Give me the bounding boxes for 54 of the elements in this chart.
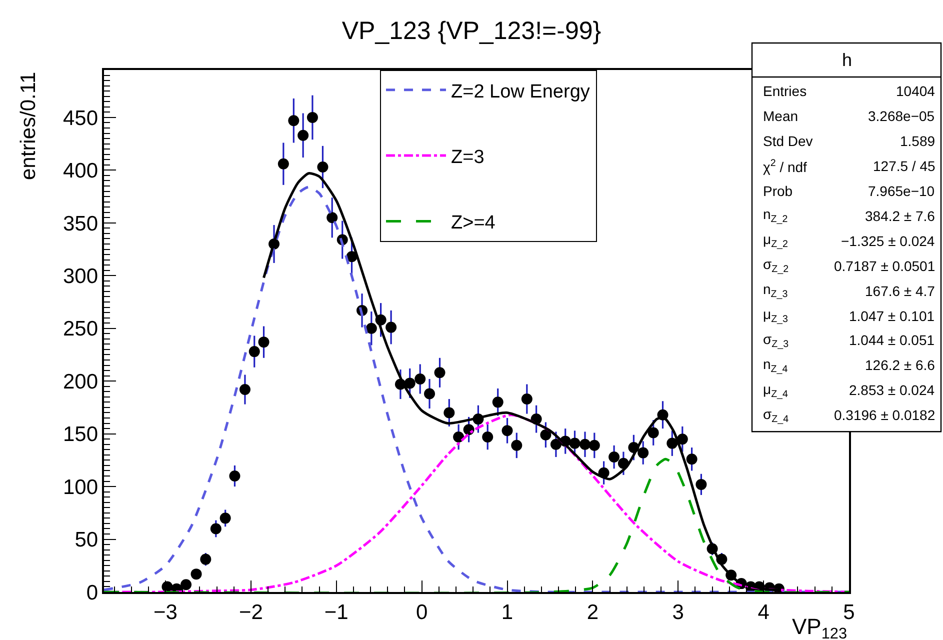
annotation: σ$_{Z_3}$	[763, 331, 790, 350]
annotation: 2.853 ± 0.024	[849, 382, 935, 398]
y-tick-label: 350	[63, 212, 98, 236]
annotation: Entries	[763, 83, 807, 99]
y-tick-label: 450	[63, 106, 98, 130]
y-axis-title: entries/0.11	[17, 72, 40, 180]
text: 127.5 / 45	[873, 158, 936, 174]
legend-label: Z=2 Low Energy	[451, 81, 590, 102]
x-tick-label: −2	[238, 600, 263, 624]
x-tick-label: 2	[586, 600, 599, 624]
legend-label: Z>=4	[451, 212, 496, 234]
annotation: Std Dev	[763, 133, 813, 149]
text: 384.2 ± 7.6	[865, 208, 936, 224]
annotation: 1.047 ± 0.101	[849, 308, 935, 324]
chart-title: VP_123 {VP_123!=-99}	[342, 16, 602, 45]
text: 167.6 ± 4.7	[865, 283, 936, 299]
annotation: Mean	[763, 108, 798, 124]
annotation: μ$_{Z_2}$	[763, 231, 788, 250]
x-tick-label: 0	[416, 600, 428, 624]
text: 3.268e−05	[868, 108, 935, 124]
line-series	[104, 458, 849, 592]
annotation: n$_{Z_2}$	[763, 206, 788, 225]
text: 126.2 ± 6.6	[865, 357, 936, 373]
annotation: Prob	[763, 183, 793, 199]
text: 10404	[896, 83, 936, 99]
text: 1.589	[900, 133, 936, 149]
annotation: n$_{Z_3}$	[763, 281, 788, 300]
y-tick-label: 50	[74, 528, 98, 552]
annotation: h	[842, 50, 852, 70]
x-tick-label: 1	[501, 600, 514, 624]
annotation: χ$^{2}$ / ndf	[763, 158, 808, 175]
annotation: σ$_{Z_2}$	[763, 256, 789, 275]
x-tick-label: 5	[843, 600, 855, 624]
annotation: μ$_{Z_4}$	[763, 381, 789, 400]
text: 7.965e−10	[868, 183, 935, 199]
annotation: n$_{Z_4}$	[763, 356, 788, 375]
x-tick-label: −3	[154, 600, 178, 624]
annotation: −1.325 ± 0.024	[841, 233, 935, 249]
y-tick-label: 150	[63, 423, 98, 446]
y-tick-label: 0	[86, 581, 98, 604]
y-tick-label: 400	[63, 160, 98, 183]
annotation: 0.7187 ± 0.0501	[834, 258, 936, 274]
y-tick-label: 100	[63, 476, 98, 499]
x-tick-label: −1	[324, 600, 348, 624]
x-tick-label: 4	[758, 600, 770, 624]
annotation: σ$_{Z_4}$	[763, 406, 790, 425]
x-tick-label: 3	[672, 600, 684, 624]
y-tick-label: 200	[63, 370, 98, 394]
legend-label: Z=3	[451, 146, 484, 168]
annotation: μ$_{Z_3}$	[763, 306, 789, 325]
y-tick-label: 250	[63, 318, 98, 341]
annotation: 1.044 ± 0.051	[849, 332, 935, 348]
annotation: 0.3196 ± 0.0182	[834, 407, 936, 423]
y-tick-label: 300	[63, 264, 98, 288]
